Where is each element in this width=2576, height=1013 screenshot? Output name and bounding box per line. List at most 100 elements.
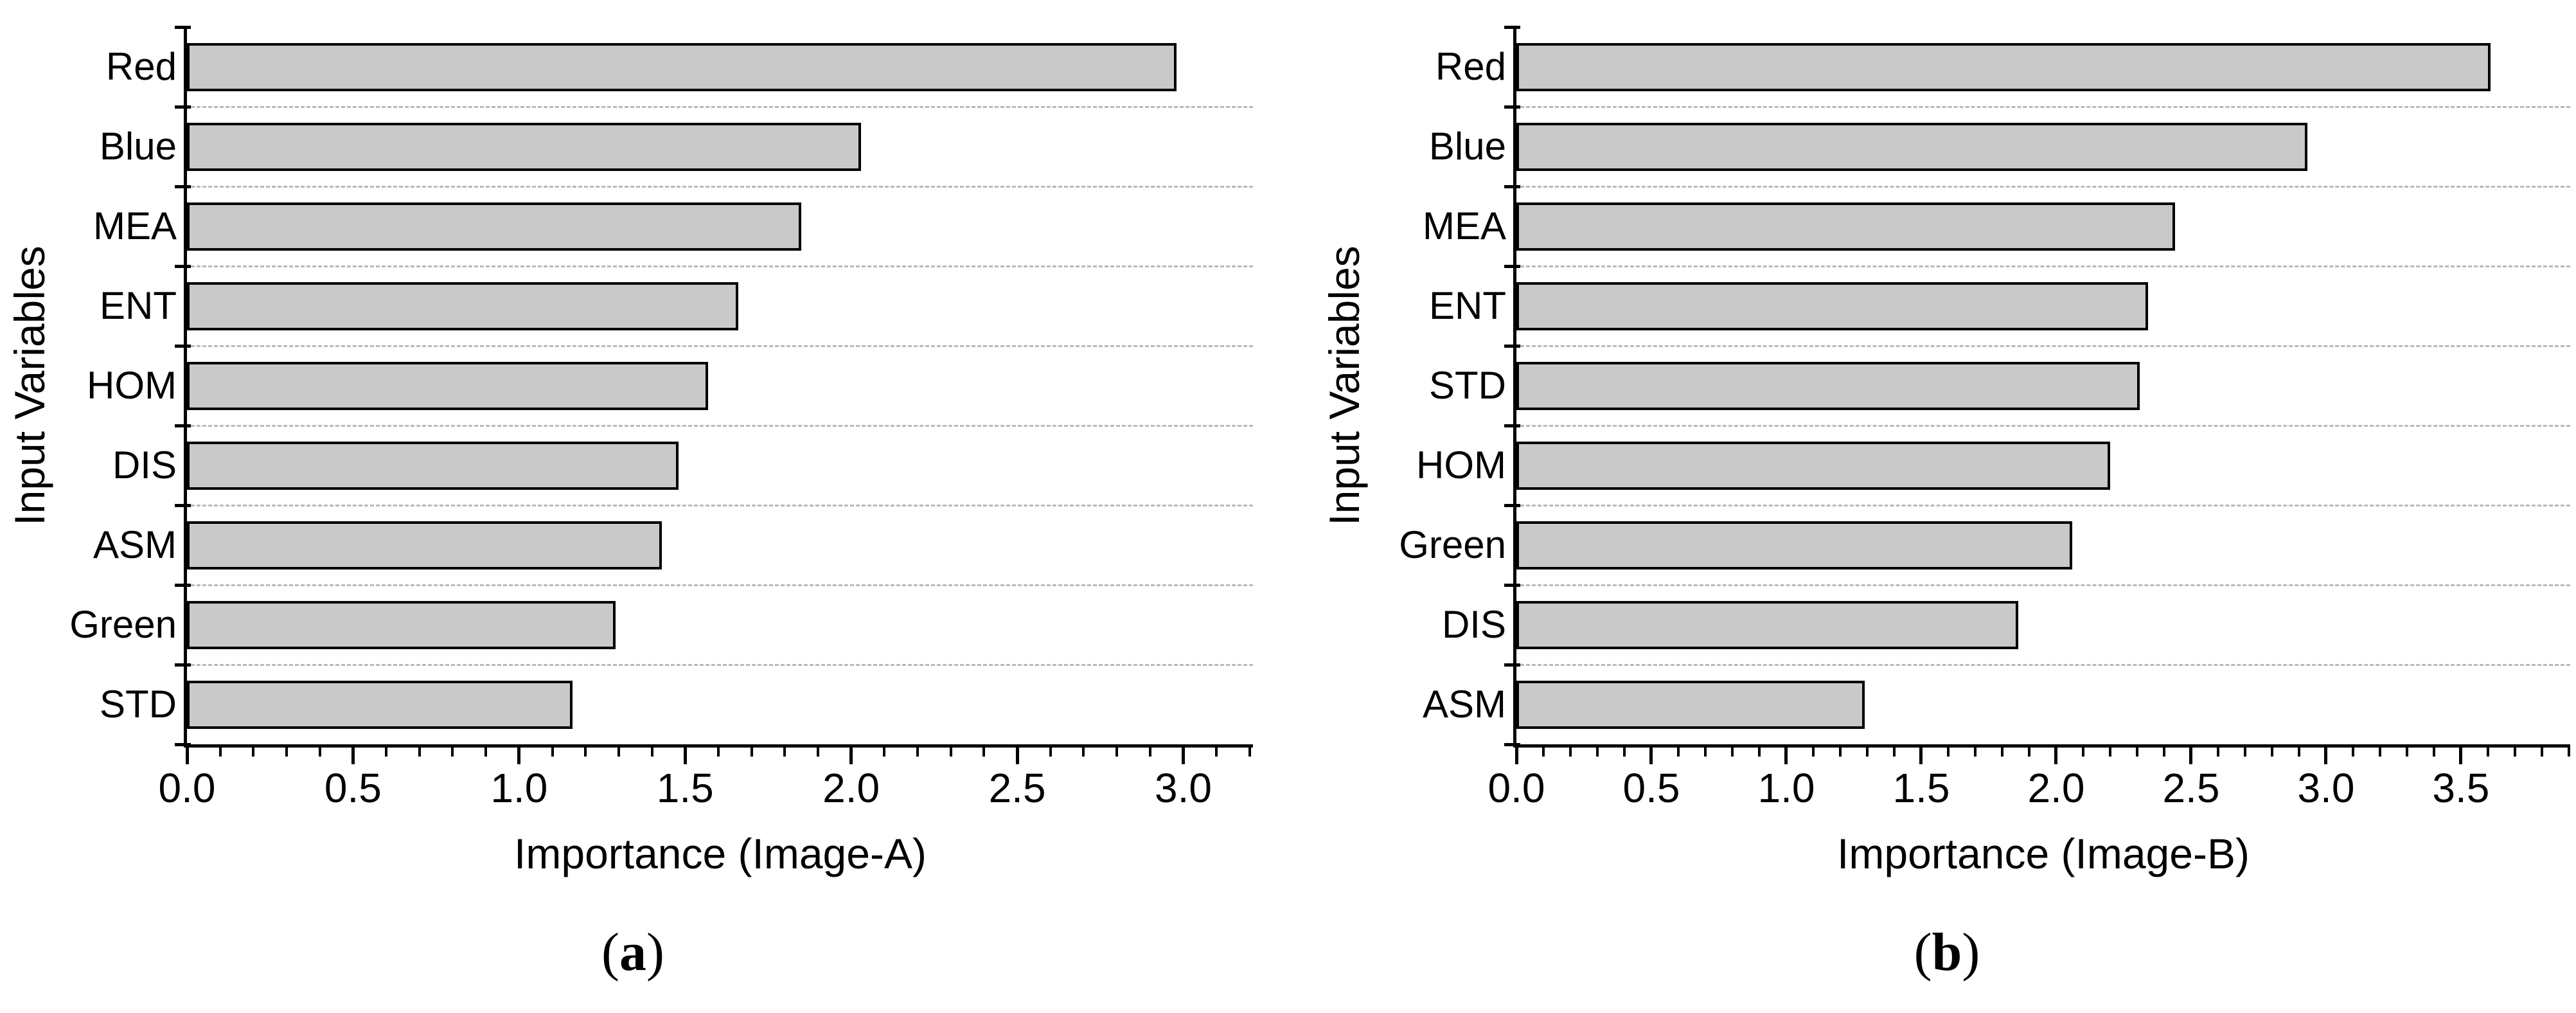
gridline	[191, 265, 1253, 267]
x-minor-tick	[252, 748, 255, 757]
x-minor-tick	[1703, 748, 1707, 757]
caption-b-close: )	[1962, 922, 1980, 982]
x-minor-tick	[1541, 748, 1545, 757]
x-minor-tick	[750, 748, 753, 757]
category-label-ent: ENT	[1429, 284, 1506, 327]
x-minor-tick	[883, 748, 886, 757]
x-minor-tick	[949, 748, 952, 757]
x-major-tick	[1784, 748, 1788, 764]
y-tick	[1504, 742, 1520, 746]
x-minor-tick	[1811, 748, 1815, 757]
y-tick	[1504, 25, 1520, 29]
y-axis-title-a: Input Variables	[6, 246, 53, 526]
gridline	[1520, 424, 2570, 427]
x-minor-tick	[1215, 748, 1218, 757]
x-minor-tick	[783, 748, 786, 757]
x-tick-label: 2.5	[2162, 765, 2220, 811]
bar-hom	[1516, 441, 2110, 490]
x-minor-tick	[1730, 748, 1734, 757]
bar-green	[1516, 521, 2072, 569]
category-label-hom: HOM	[1416, 444, 1506, 487]
bar-blue	[187, 122, 861, 171]
x-major-tick	[1649, 748, 1653, 764]
x-minor-tick	[1049, 748, 1052, 757]
y-tick	[1504, 264, 1520, 268]
x-minor-tick	[2243, 748, 2246, 757]
x-minor-tick	[2297, 748, 2300, 757]
y-tick	[175, 663, 191, 667]
x-minor-tick	[982, 748, 986, 757]
category-label-dis: DIS	[1441, 603, 1506, 646]
x-minor-tick	[2567, 748, 2570, 757]
x-minor-tick	[2378, 748, 2381, 757]
x-minor-tick	[2000, 748, 2003, 757]
category-label-blue: Blue	[1428, 125, 1506, 168]
category-label-std: STD	[100, 683, 177, 726]
x-tick-label: 0.5	[324, 765, 382, 811]
gridline	[191, 504, 1253, 506]
x-minor-tick	[318, 748, 321, 757]
x-minor-tick	[716, 748, 720, 757]
x-minor-tick	[816, 748, 819, 757]
x-minor-tick	[1946, 748, 1950, 757]
x-major-tick	[1515, 748, 1518, 764]
x-minor-tick	[1757, 748, 1761, 757]
y-axis-title-b: Input Variables	[1320, 246, 1368, 526]
x-major-tick	[2189, 748, 2193, 764]
x-tick-label: 0.0	[158, 765, 216, 811]
x-minor-tick	[551, 748, 554, 757]
y-tick	[175, 344, 191, 348]
y-tick	[1504, 424, 1520, 427]
x-minor-tick	[1865, 748, 1869, 757]
x-major-tick	[2054, 748, 2058, 764]
gridline	[191, 185, 1253, 188]
bar-mea	[1516, 202, 2175, 251]
caption-a-open: (	[601, 922, 619, 982]
x-minor-tick	[2162, 748, 2165, 757]
x-major-tick	[1919, 748, 1923, 764]
y-tick	[1504, 105, 1520, 109]
x-axis-line	[184, 744, 1253, 748]
gridline	[191, 105, 1253, 108]
x-tick-label: 1.5	[656, 765, 714, 811]
x-minor-tick	[2405, 748, 2408, 757]
x-minor-tick	[2216, 748, 2219, 757]
gridline	[1520, 105, 2570, 108]
x-minor-tick	[650, 748, 653, 757]
x-tick-label: 3.0	[1154, 765, 1212, 811]
caption-b-letter: b	[1932, 922, 1962, 982]
y-tick	[175, 583, 191, 587]
panel-a: Red Blue MEA ENT HOM DIS ASM Green STD 0.0 0.5 1.0 1…	[69, 25, 1253, 811]
y-tick	[175, 264, 191, 268]
x-minor-tick	[1248, 748, 1251, 757]
y-axis-spine	[184, 26, 187, 746]
x-tick-label: 1.5	[1892, 765, 1950, 811]
x-minor-tick	[2513, 748, 2516, 757]
x-minor-tick	[916, 748, 919, 757]
x-major-tick	[1015, 748, 1019, 764]
y-tick	[175, 184, 191, 188]
x-minor-tick	[1115, 748, 1119, 757]
x-minor-tick	[285, 748, 289, 757]
bar-std	[187, 680, 573, 729]
category-label-ent: ENT	[100, 284, 177, 327]
x-minor-tick	[451, 748, 454, 757]
bar-std	[1516, 361, 2140, 410]
x-tick-label: 2.5	[988, 765, 1046, 811]
x-minor-tick	[1568, 748, 1572, 757]
caption-b: (b)	[1914, 920, 1980, 985]
gridline	[1520, 265, 2570, 267]
category-label-mea: MEA	[1422, 204, 1506, 247]
bar-red	[1516, 42, 2491, 91]
y-tick	[1504, 184, 1520, 188]
x-minor-tick	[418, 748, 421, 757]
x-minor-tick	[1676, 748, 1680, 757]
x-tick-label: 2.0	[2027, 765, 2085, 811]
category-label-asm: ASM	[1422, 683, 1506, 726]
category-label-green: Green	[1399, 523, 1506, 566]
x-tick-label: 0.0	[1488, 765, 1545, 811]
x-tick-label: 1.0	[1757, 765, 1815, 811]
x-major-tick	[849, 748, 853, 764]
gridline	[1520, 584, 2570, 586]
x-major-tick	[185, 748, 189, 764]
